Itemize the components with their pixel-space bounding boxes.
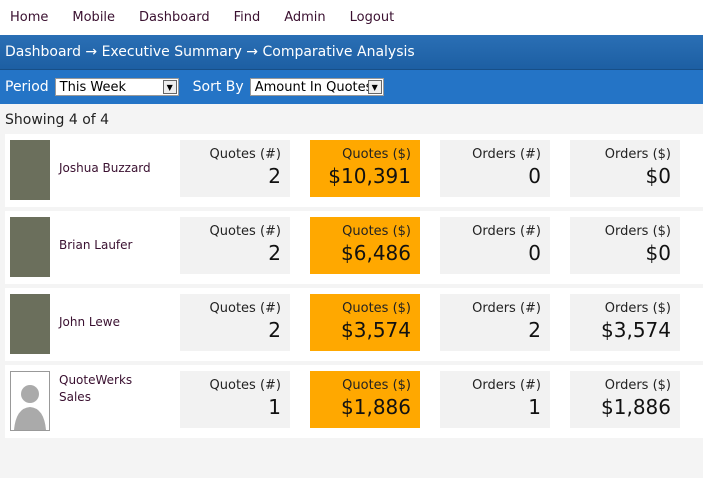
metric-box: Quotes ($) $3,574 [310, 294, 420, 351]
metric-label: Quotes (#) [209, 224, 281, 239]
metric-label: Orders (#) [472, 378, 541, 393]
metric-value: 1 [268, 395, 281, 419]
period-value: This Week [59, 79, 126, 95]
metric-value: $3,574 [601, 318, 671, 342]
metric-value: 0 [528, 164, 541, 188]
nav-home[interactable]: Home [10, 10, 49, 25]
metric-box: Quotes ($) $10,391 [310, 140, 420, 197]
metric-label: Quotes (#) [209, 301, 281, 316]
metric-value: 2 [268, 318, 281, 342]
person-name[interactable]: Joshua Buzzard [59, 161, 151, 175]
salesperson-row[interactable]: Brian Laufer Quotes (#) 2 Quotes ($) $6,486 O… [5, 211, 703, 284]
metric-box: Quotes ($) $1,886 [310, 371, 420, 428]
metric-box: Orders ($) $0 [570, 140, 680, 197]
nav-find[interactable]: Find [233, 10, 261, 25]
metric-value: $1,886 [341, 395, 411, 419]
salesperson-row[interactable]: QuoteWerks Sales Quotes (#) 1 Quotes ($) $1,… [5, 365, 703, 438]
metric-label: Orders ($) [604, 224, 671, 239]
metric-box: Quotes (#) 2 [180, 294, 290, 351]
top-nav: Home Mobile Dashboard Find Admin Logout [0, 0, 703, 35]
metric-value: 2 [528, 318, 541, 342]
metric-label: Quotes ($) [342, 378, 411, 393]
metric-box: Orders ($) $1,886 [570, 371, 680, 428]
metric-label: Orders ($) [604, 378, 671, 393]
filter-bar: Period This Week ▼ Sort By Amount In Quot… [0, 70, 703, 104]
salesperson-row[interactable]: Joshua Buzzard Quotes (#) 2 Quotes ($) $10,3… [5, 134, 703, 207]
nav-mobile[interactable]: Mobile [72, 10, 116, 25]
metric-label: Orders ($) [604, 147, 671, 162]
nav-logout[interactable]: Logout [349, 10, 395, 25]
period-select[interactable]: This Week ▼ [54, 78, 179, 96]
metric-box: Orders ($) $0 [570, 217, 680, 274]
person-photo [10, 217, 50, 277]
sort-label: Sort By [192, 79, 244, 95]
metric-value: 2 [268, 164, 281, 188]
metric-box: Quotes (#) 2 [180, 217, 290, 274]
metric-value: $0 [645, 241, 671, 265]
result-count: Showing 4 of 4 [5, 112, 110, 128]
sort-value: Amount In Quotes [254, 79, 373, 95]
person-photo [10, 140, 50, 200]
metric-value: 2 [268, 241, 281, 265]
metric-label: Quotes ($) [342, 147, 411, 162]
person-name[interactable]: Brian Laufer [59, 238, 133, 252]
metric-value: 1 [528, 395, 541, 419]
period-label: Period [5, 79, 49, 95]
metric-label: Orders ($) [604, 301, 671, 316]
metric-box: Quotes ($) $6,486 [310, 217, 420, 274]
metric-value: $3,574 [341, 318, 411, 342]
metric-value: 0 [528, 241, 541, 265]
metric-label: Orders (#) [472, 301, 541, 316]
metric-value: $10,391 [328, 164, 411, 188]
metric-label: Quotes (#) [209, 147, 281, 162]
metric-box: Orders (#) 2 [440, 294, 550, 351]
metric-box: Orders ($) $3,574 [570, 294, 680, 351]
breadcrumb: Dashboard → Executive Summary → Comparat… [0, 35, 703, 70]
metric-box: Orders (#) 0 [440, 140, 550, 197]
metric-box: Orders (#) 0 [440, 217, 550, 274]
person-name[interactable]: John Lewe [59, 315, 120, 329]
metric-value: $1,886 [601, 395, 671, 419]
placeholder-avatar-icon [10, 371, 50, 431]
metric-label: Orders (#) [472, 147, 541, 162]
metric-label: Orders (#) [472, 224, 541, 239]
nav-dashboard[interactable]: Dashboard [139, 10, 210, 25]
chevron-down-icon[interactable]: ▼ [162, 80, 177, 94]
person-name[interactable]: QuoteWerks Sales [59, 373, 133, 404]
metric-label: Quotes (#) [209, 378, 281, 393]
person-photo [10, 294, 50, 354]
salesperson-row[interactable]: John Lewe Quotes (#) 2 Quotes ($) $3,574 Orde… [5, 288, 703, 361]
metric-label: Quotes ($) [342, 224, 411, 239]
metric-box: Orders (#) 1 [440, 371, 550, 428]
metric-value: $0 [645, 164, 671, 188]
metric-box: Quotes (#) 1 [180, 371, 290, 428]
chevron-down-icon[interactable]: ▼ [367, 80, 382, 94]
metric-label: Quotes ($) [342, 301, 411, 316]
metric-box: Quotes (#) 2 [180, 140, 290, 197]
sort-select[interactable]: Amount In Quotes ▼ [249, 78, 384, 96]
nav-admin[interactable]: Admin [284, 10, 326, 25]
metric-value: $6,486 [341, 241, 411, 265]
